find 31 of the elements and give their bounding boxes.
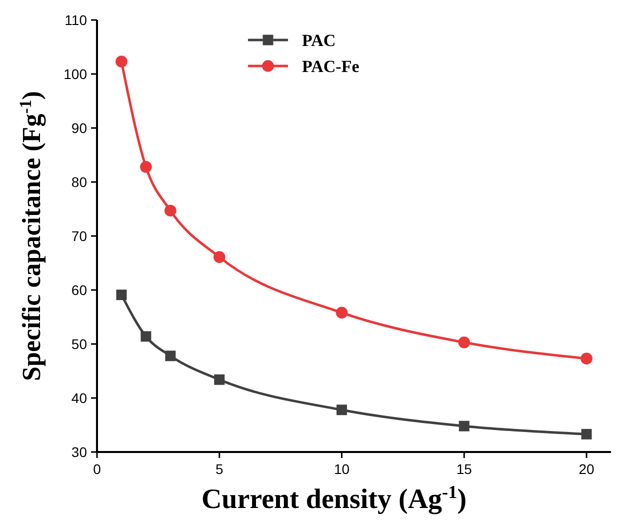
point [336, 404, 348, 416]
y-tick-label: 30 [71, 444, 88, 460]
y-tick-label: 70 [71, 228, 88, 244]
point [164, 204, 176, 217]
y-tick-label: 110 [64, 12, 88, 28]
y-tick-label: 40 [71, 390, 88, 406]
y-tick-label: 80 [71, 174, 88, 190]
point [116, 56, 128, 68]
x-tick-label: 10 [334, 461, 350, 477]
x-tick-label: 5 [215, 461, 224, 477]
point [580, 352, 592, 364]
legend-label: PAC-Fe [302, 57, 360, 76]
point [458, 336, 470, 348]
x-tick-label: 0 [93, 461, 102, 477]
point [165, 350, 176, 362]
point [116, 290, 127, 300]
legend-label: PAC [302, 31, 336, 50]
point [336, 306, 348, 319]
x-tick-label: 15 [456, 461, 472, 477]
point [214, 374, 225, 385]
point [140, 331, 152, 342]
point [213, 251, 226, 263]
y-tick-label: 50 [71, 336, 88, 352]
point [581, 428, 592, 440]
point [140, 160, 152, 173]
x-axis-title: Current density (Ag$^{-1}$) [201, 482, 467, 515]
y-tick-label: 90 [71, 120, 88, 136]
point [458, 420, 470, 432]
x-tick-label: 20 [578, 461, 595, 477]
y-tick-label: 100 [64, 66, 88, 82]
y-tick-label: 60 [71, 282, 88, 298]
